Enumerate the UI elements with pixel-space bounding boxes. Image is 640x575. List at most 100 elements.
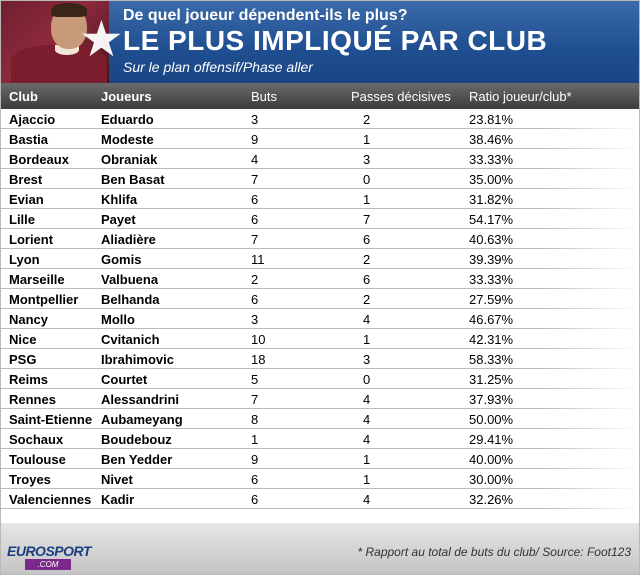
cell-player: Valbuena (101, 272, 159, 287)
table-row: Lille Payet 6 7 54.17% (1, 209, 639, 229)
table-row: Reims Courtet 5 0 31.25% (1, 369, 639, 389)
cell-ratio: 29.41% (469, 432, 514, 447)
cell-assists: 4 (363, 312, 371, 327)
table-row: Rennes Alessandrini 7 4 37.93% (1, 389, 639, 409)
cell-goals: 10 (251, 332, 266, 347)
source-note: * Rapport au total de buts du club/ Sour… (357, 545, 631, 559)
cell-assists: 3 (363, 352, 371, 367)
column-header-ratio: Ratio joueur/club* (469, 89, 572, 104)
cell-goals: 6 (251, 192, 259, 207)
table-row: Sochaux Boudebouz 1 4 29.41% (1, 429, 639, 449)
cell-ratio: 33.33% (469, 272, 514, 287)
cell-player: Modeste (101, 132, 154, 147)
cell-assists: 2 (363, 112, 371, 127)
cell-ratio: 23.81% (469, 112, 514, 127)
cell-player: Cvitanich (101, 332, 160, 347)
cell-assists: 2 (363, 252, 371, 267)
cell-club: Montpellier (9, 292, 79, 307)
cell-club: Marseille (9, 272, 65, 287)
cell-player: Ibrahimovic (101, 352, 174, 367)
cell-assists: 0 (363, 372, 371, 387)
cell-player: Mollo (101, 312, 135, 327)
star-icon: ★ (79, 11, 124, 67)
cell-ratio: 31.25% (469, 372, 514, 387)
table-row: Brest Ben Basat 7 0 35.00% (1, 169, 639, 189)
cell-club: Lyon (9, 252, 40, 267)
cell-ratio: 46.67% (469, 312, 514, 327)
cell-goals: 6 (251, 492, 259, 507)
cell-goals: 3 (251, 112, 259, 127)
cell-ratio: 40.63% (469, 232, 514, 247)
cell-player: Payet (101, 212, 136, 227)
cell-goals: 6 (251, 472, 259, 487)
table-row: Bordeaux Obraniak 4 3 33.33% (1, 149, 639, 169)
table-row: Bastia Modeste 9 1 38.46% (1, 129, 639, 149)
cell-goals: 5 (251, 372, 259, 387)
table-row: Lyon Gomis 11 2 39.39% (1, 249, 639, 269)
cell-club: Ajaccio (9, 112, 56, 127)
cell-ratio: 58.33% (469, 352, 514, 367)
cell-club: Rennes (9, 392, 56, 407)
cell-goals: 9 (251, 452, 259, 467)
cell-assists: 4 (363, 432, 371, 447)
cell-club: Toulouse (9, 452, 66, 467)
cell-ratio: 32.26% (469, 492, 514, 507)
player-photo (1, 1, 109, 83)
cell-ratio: 42.31% (469, 332, 514, 347)
cell-assists: 1 (363, 332, 371, 347)
table-header: Club Joueurs Buts Passes décisives Ratio… (1, 83, 639, 109)
table-body: Ajaccio Eduardo 3 2 23.81% Bastia Modeste 9 1 38… (1, 109, 639, 509)
cell-club: Lille (9, 212, 36, 227)
logo-wordmark: EUROSPORT (7, 543, 91, 559)
column-header-buts: Buts (251, 89, 278, 104)
cell-ratio: 37.93% (469, 392, 514, 407)
player-collar (55, 45, 79, 55)
column-header-passes: Passes décisives (351, 89, 451, 104)
page-title: LE PLUS IMPLIQUÉ PAR CLUB (123, 25, 548, 56)
logo-com-tag: .COM (25, 559, 71, 570)
cell-assists: 1 (363, 192, 371, 207)
cell-club: Saint-Etienne (9, 412, 93, 427)
cell-club: Nice (9, 332, 37, 347)
table-row: Nice Cvitanich 10 1 42.31% (1, 329, 639, 349)
cell-club: Bordeaux (9, 152, 69, 167)
cell-player: Khlifa (101, 192, 138, 207)
cell-ratio: 38.46% (469, 132, 514, 147)
cell-goals: 7 (251, 392, 259, 407)
header-banner: ★ De quel joueur dépendent-ils le plus? … (1, 1, 639, 83)
cell-club: Reims (9, 372, 49, 387)
cell-ratio: 33.33% (469, 152, 514, 167)
cell-goals: 7 (251, 172, 259, 187)
cell-ratio: 40.00% (469, 452, 514, 467)
cell-assists: 6 (363, 232, 371, 247)
cell-ratio: 31.82% (469, 192, 514, 207)
table-row: Montpellier Belhanda 6 2 27.59% (1, 289, 639, 309)
cell-ratio: 50.00% (469, 412, 514, 427)
header-question: De quel joueur dépendent-ils le plus? (123, 7, 408, 24)
cell-assists: 3 (363, 152, 371, 167)
eurosport-logo: EUROSPORT .COM (7, 543, 91, 571)
cell-assists: 1 (363, 452, 371, 467)
cell-club: Bastia (9, 132, 49, 147)
footer: EUROSPORT .COM * Rapport au total de but… (1, 523, 639, 574)
cell-player: Ben Yedder (101, 452, 173, 467)
cell-goals: 1 (251, 432, 259, 447)
column-header-joueurs: Joueurs (101, 89, 152, 104)
cell-player: Aliadière (101, 232, 156, 247)
cell-assists: 4 (363, 492, 371, 507)
cell-goals: 7 (251, 232, 259, 247)
cell-goals: 8 (251, 412, 259, 427)
table-row: Troyes Nivet 6 1 30.00% (1, 469, 639, 489)
cell-club: Brest (9, 172, 43, 187)
table-row: Ajaccio Eduardo 3 2 23.81% (1, 109, 639, 129)
player-hair (51, 3, 87, 17)
cell-ratio: 30.00% (469, 472, 514, 487)
cell-goals: 2 (251, 272, 259, 287)
table-row: Evian Khlifa 6 1 31.82% (1, 189, 639, 209)
cell-assists: 4 (363, 392, 371, 407)
table-row: Nancy Mollo 3 4 46.67% (1, 309, 639, 329)
table-row: Lorient Aliadière 7 6 40.63% (1, 229, 639, 249)
table-row: PSG Ibrahimovic 18 3 58.33% (1, 349, 639, 369)
cell-goals: 4 (251, 152, 259, 167)
